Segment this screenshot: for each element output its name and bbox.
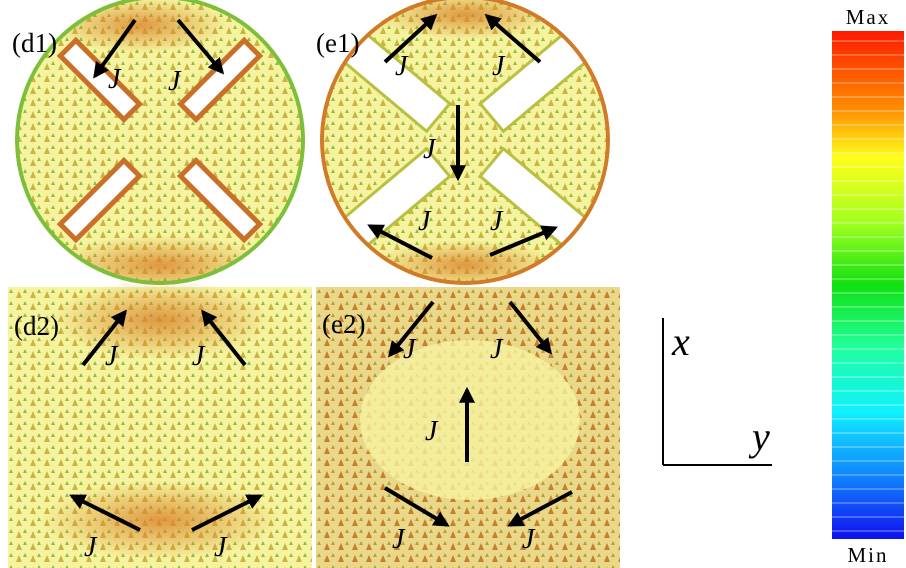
panel-label: (d2) xyxy=(14,311,59,341)
current-label: J xyxy=(490,334,504,365)
panel-label: (e1) xyxy=(316,28,359,58)
current-label: J xyxy=(192,341,206,372)
current-label: J xyxy=(168,66,182,97)
colorbar-min: Min xyxy=(847,543,888,567)
panel-label: (e2) xyxy=(322,309,365,339)
panel-e1 xyxy=(318,0,618,290)
figure: (d1) (e1) (d2) (e2) J J J J J J J J J J … xyxy=(0,0,906,568)
current-label: J xyxy=(214,532,228,563)
current-label: J xyxy=(423,134,437,165)
current-label: J xyxy=(395,51,409,82)
axis-label: y xyxy=(748,414,770,459)
current-label: J xyxy=(392,524,406,555)
panel-d1 xyxy=(15,0,315,295)
current-label: J xyxy=(418,206,432,237)
current-label: J xyxy=(403,334,417,365)
current-label: J xyxy=(105,341,119,372)
current-label: J xyxy=(84,532,98,563)
axis-label: x xyxy=(671,319,690,364)
panel-label: (d1) xyxy=(12,28,57,58)
current-label: J xyxy=(490,206,504,237)
colorbar-bands xyxy=(832,31,904,539)
colorbar-max: Max xyxy=(846,5,891,29)
current-label: J xyxy=(522,524,536,555)
current-label: J xyxy=(492,51,506,82)
current-label: J xyxy=(425,416,439,447)
current-label: J xyxy=(108,64,122,95)
